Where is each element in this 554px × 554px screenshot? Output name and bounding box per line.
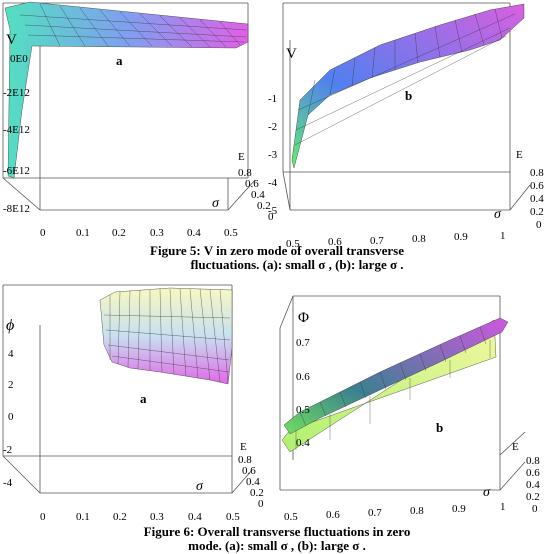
figure5b-sigma-tick: 0.6 [328, 236, 342, 248]
figure5b-e-tick: 0.4 [530, 193, 544, 205]
figure5a-sigma-tick: 0.5 [224, 227, 238, 239]
figure5b-z-tick: -4 [268, 177, 278, 189]
figure5b-e-label: E [516, 149, 523, 161]
figure6a-e-label: E [240, 441, 247, 453]
figure6b-panel-label: b [436, 420, 443, 435]
figure6a-panel-label: a [140, 391, 147, 406]
figure5a-labels: V a 0E0 -2E12 -4E12 -6E12 -8E12 0 0.1 0.… [3, 32, 274, 239]
figure5a-sigma-tick: 0.3 [150, 227, 164, 239]
figure6a-z-tick: -4 [3, 477, 13, 489]
figure5b-z-tick: -3 [268, 149, 278, 161]
figure5b-z-axis-label: V [286, 46, 297, 62]
figure5-caption: Figure 5: V in zero mode of overall tran… [0, 244, 554, 272]
figure5b-panel-label: b [405, 88, 412, 103]
figure6-caption: Figure 6: Overall transverse fluctuation… [0, 525, 554, 553]
figure5a-panel-label: a [116, 53, 123, 68]
figure6a-labels: ϕ a 4 2 0 -2 -4 0 0.1 0.2 0.3 0.4 0.5 σ … [3, 317, 264, 523]
figure6a-e-tick: 0.6 [242, 465, 256, 477]
figure5b-sigma-tick: 0.8 [412, 233, 426, 245]
figure6a-e-tick: 0.2 [250, 487, 264, 499]
figure5b-sigma-tick: 0.7 [370, 235, 384, 247]
figure6b-e-tick: 0.4 [526, 479, 540, 491]
figure6-caption-line1: Figure 6: Overall transverse fluctuation… [143, 524, 411, 539]
figure6b-e-tick: 0 [532, 503, 538, 515]
figure6b-e-tick: 0.8 [526, 455, 540, 467]
figure6a-sigma-label: σ [196, 479, 204, 494]
figure5-caption-line1: Figure 5: V in zero mode of overall tran… [150, 243, 404, 258]
figure5a-surface [4, 1, 249, 179]
figure5a-z-axis-label: V [6, 32, 17, 48]
figure6a-e-tick: 0 [258, 498, 264, 510]
figure6a-z-axis-label: ϕ [6, 317, 14, 334]
figure6b-e-tick: 0.6 [526, 467, 540, 479]
figure6a-z-tick: -2 [3, 444, 12, 456]
figure5b-labels: V b -1 -2 -3 -4 -5 0.5 0.6 0.7 0.8 0.9 1… [268, 46, 544, 250]
figure6b-sigma-tick: 1 [500, 501, 506, 513]
figure5b-z-tick: -5 [268, 205, 278, 217]
figure5a-e-label: E [238, 151, 245, 163]
figure6a-e-tick: 0.8 [238, 454, 252, 466]
figure6b-surface [281, 317, 509, 453]
figure6b-e-label: E [512, 441, 519, 453]
figure6b-sigma-tick: 0.5 [284, 511, 298, 523]
figure5a-e-tick: 0.8 [238, 167, 252, 179]
figure6a-e-tick: 0.4 [246, 476, 260, 488]
figure6b-sigma-tick: 0.9 [452, 503, 466, 515]
figure6-caption-line2: mode. (a): small σ , (b): large σ . [188, 538, 366, 553]
figure6b-z-tick: 0.7 [296, 337, 310, 349]
figure5b-e-tick: 0.6 [530, 180, 544, 192]
figure6b-sigma-tick: 0.6 [326, 509, 340, 521]
figure5b-e-tick: 0.8 [530, 167, 544, 179]
figure5a-e-tick: 0.6 [245, 178, 259, 190]
figure6b-z-tick: 0.6 [296, 371, 310, 383]
figure5a-sigma-tick: 0 [40, 227, 46, 239]
figure6a-z-tick: 2 [8, 379, 14, 391]
figure5a-sigma-tick: 0.4 [187, 227, 201, 239]
figure6b-z-axis-label: Φ [298, 310, 309, 326]
figure5b-e-tick: 0.2 [530, 206, 544, 218]
figure6a-plot [2, 284, 253, 494]
figure6a-sigma-tick: 0.3 [150, 511, 164, 523]
figure6b-sigma-tick: 0.7 [368, 507, 382, 519]
figure6a-z-tick: 4 [8, 348, 14, 360]
figure6b-z-tick: 0.4 [296, 437, 310, 449]
figure6a-sigma-tick: 0.1 [76, 511, 90, 523]
figure5a-z-tick: -2E12 [3, 87, 30, 99]
figure5b-sigma-label: σ [494, 207, 502, 222]
figure6a-z-tick: 0 [8, 411, 14, 423]
figure6b-e-tick: 0.2 [526, 491, 540, 503]
figure6b-sigma-tick: 0.8 [410, 505, 424, 517]
figure5b-surface [291, 3, 525, 169]
figure5a-sigma-tick: 0.2 [112, 227, 126, 239]
figure6a-surface [99, 287, 233, 385]
figure5b-e-tick: 0 [536, 219, 542, 231]
figure6b-labels: Φ b 0.7 0.6 0.5 0.4 0.5 0.6 0.7 0.8 0.9 … [284, 310, 540, 523]
figure6b-sigma-label: σ [483, 485, 491, 500]
figure5b-z-tick: -1 [268, 93, 277, 105]
figure5a-e-tick: 0.4 [251, 189, 265, 201]
figure5a-z-tick: 0E0 [10, 53, 28, 65]
figure6b-z-tick: 0.5 [296, 404, 310, 416]
figure6a-sigma-tick: 0.5 [226, 511, 240, 523]
figure5a-z-tick: -6E12 [3, 165, 30, 177]
figure5b-sigma-tick: 0.5 [286, 238, 300, 250]
figure5a-z-tick: -8E12 [3, 203, 30, 215]
figure6a-sigma-tick: 0 [40, 511, 46, 523]
figure6a-sigma-tick: 0.4 [188, 511, 202, 523]
figure5a-e-tick: 0.2 [257, 200, 271, 212]
figure5a-e-tick: 0 [268, 211, 274, 223]
figure6a-sigma-tick: 0.2 [113, 511, 127, 523]
figure5a-sigma-tick: 0.1 [76, 227, 90, 239]
figure5b-plot [282, 2, 531, 211]
figure5a-z-tick: -4E12 [3, 124, 30, 136]
figure5a-sigma-label: σ [212, 196, 220, 211]
figure5b-z-tick: -2 [268, 121, 277, 133]
figure5-caption-line2: fluctuations. (a): small σ , (b): large … [190, 257, 404, 272]
figure5b-sigma-tick: 0.9 [454, 231, 468, 243]
figure5b-sigma-tick: 1 [500, 230, 506, 242]
